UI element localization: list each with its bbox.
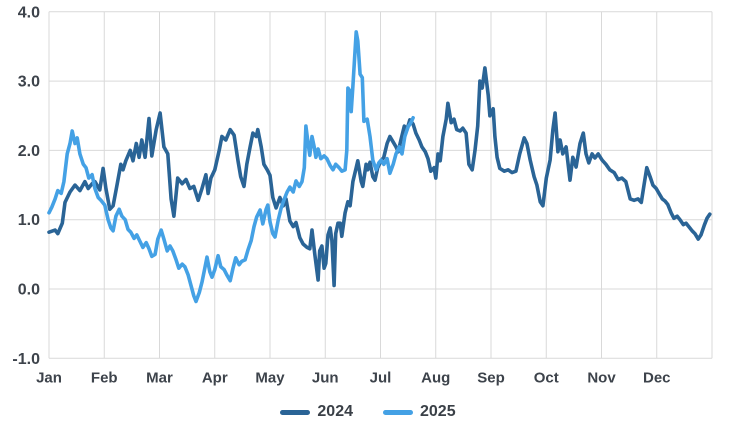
x-tick-label: Jun [312, 369, 339, 386]
y-tick-label: 1.0 [18, 212, 40, 229]
x-tick-label: Jul [370, 369, 392, 386]
y-tick-label: 0.0 [18, 282, 40, 299]
y-tick-label: 3.0 [18, 74, 40, 91]
legend-label-2024: 2024 [317, 403, 353, 420]
legend-item-2025: 2025 [383, 403, 456, 421]
legend-swatch-2025 [383, 409, 413, 415]
x-tick-label: Apr [202, 369, 228, 386]
series-line-2024 [47, 66, 712, 288]
legend-label-2025: 2025 [420, 403, 456, 420]
x-tick-label: Feb [91, 369, 118, 386]
y-tick-label: 2.0 [18, 143, 40, 160]
x-tick-label: May [255, 369, 285, 386]
legend-item-2024: 2024 [280, 403, 353, 421]
x-tick-label: Nov [587, 369, 616, 386]
x-tick-label: Mar [146, 369, 173, 386]
x-tick-label: Aug [421, 369, 450, 386]
legend: 2024 2025 [0, 392, 736, 432]
plot-area: -1.0 0.0 1.0 2.0 3.0 4.0 Jan Feb Mar Apr May Jun Jul… [12, 4, 713, 386]
x-tick-label: Oct [534, 369, 559, 386]
x-tick-label: Jan [36, 369, 62, 386]
y-tick-label: -1.0 [12, 351, 40, 368]
legend-swatch-2024 [280, 409, 311, 415]
x-tick-label: Dec [643, 369, 671, 386]
series-line-2025 [47, 30, 415, 304]
x-tick-label: Sep [477, 369, 505, 386]
y-tick-label: 4.0 [18, 4, 40, 21]
